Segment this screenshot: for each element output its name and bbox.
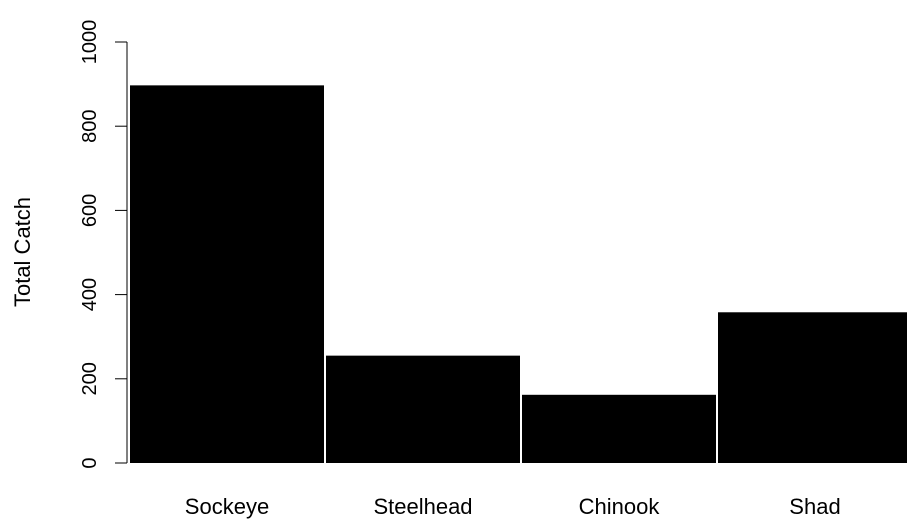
y-tick-label: 0 xyxy=(79,457,101,468)
y-tick-label: 1000 xyxy=(79,20,101,65)
category-label-shad: Shad xyxy=(789,494,840,519)
y-tick-label: 600 xyxy=(79,194,101,227)
bar-chinook xyxy=(522,394,716,463)
category-label-steelhead: Steelhead xyxy=(373,494,472,519)
bar-sockeye xyxy=(130,85,324,463)
y-axis-title: Total Catch xyxy=(10,197,35,307)
bar-steelhead xyxy=(326,355,520,463)
plot-area xyxy=(130,85,907,463)
category-label-sockeye: Sockeye xyxy=(185,494,269,519)
bar-shad xyxy=(718,312,907,463)
y-tick-label: 200 xyxy=(79,362,101,395)
x-axis-labels: Sockeye Steelhead Chinook Shad xyxy=(185,494,841,519)
y-axis: 0 200 400 600 800 1000 xyxy=(79,20,128,469)
category-label-chinook: Chinook xyxy=(579,494,661,519)
y-tick-label: 800 xyxy=(79,110,101,143)
y-tick-label: 400 xyxy=(79,278,101,311)
